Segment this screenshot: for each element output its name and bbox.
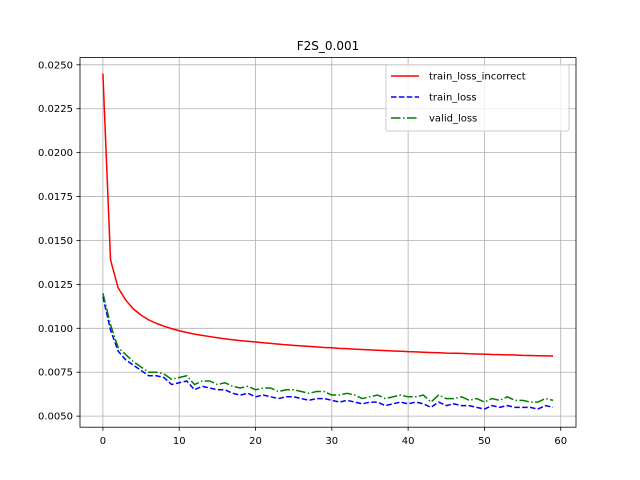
y-tick-label: 0.0075: [38, 368, 73, 379]
x-tick-label: 20: [249, 436, 262, 447]
x-tick-label: 10: [173, 436, 186, 447]
x-tick-label: 0: [100, 436, 106, 447]
y-tick-label: 0.0150: [38, 236, 73, 247]
plot-frame: [79, 57, 577, 428]
y-tick-label: 0.0200: [38, 148, 73, 159]
y-tick-label: 0.0250: [38, 60, 73, 71]
legend-label-train-loss-incorrect: train_loss_incorrect: [429, 72, 526, 83]
legend-label-valid-loss: valid_loss: [429, 114, 477, 125]
series-layer: [102, 73, 554, 410]
x-tick-label: 50: [478, 436, 491, 447]
x-tick-label: 60: [554, 436, 567, 447]
y-tick-label: 0.0175: [38, 192, 73, 203]
series-line-train-loss-incorrect: [102, 73, 554, 357]
x-tick-label: 30: [325, 436, 338, 447]
series-line-valid-loss: [102, 292, 554, 403]
series-line-train-loss: [102, 296, 554, 410]
legend-entries: train_loss_incorrect train_loss valid_loss: [391, 72, 526, 125]
x-axis-ticks: 0 10 20 30 40 50 60: [100, 427, 567, 447]
y-tick-label: 0.0225: [38, 104, 73, 115]
legend: train_loss_incorrect train_loss valid_loss: [385, 64, 570, 132]
chart-title: F2S_0.001: [297, 39, 360, 53]
y-tick-label: 0.0125: [38, 280, 73, 291]
x-tick-label: 40: [402, 436, 415, 447]
y-axis-ticks: 0.0050 0.0075 0.0100 0.0125 0.0150 0.0175 0.02…: [38, 60, 80, 423]
y-tick-label: 0.0100: [38, 324, 73, 335]
y-tick-label: 0.0050: [38, 412, 73, 423]
legend-label-train-loss: train_loss: [429, 93, 477, 104]
legend-box: [385, 64, 570, 132]
